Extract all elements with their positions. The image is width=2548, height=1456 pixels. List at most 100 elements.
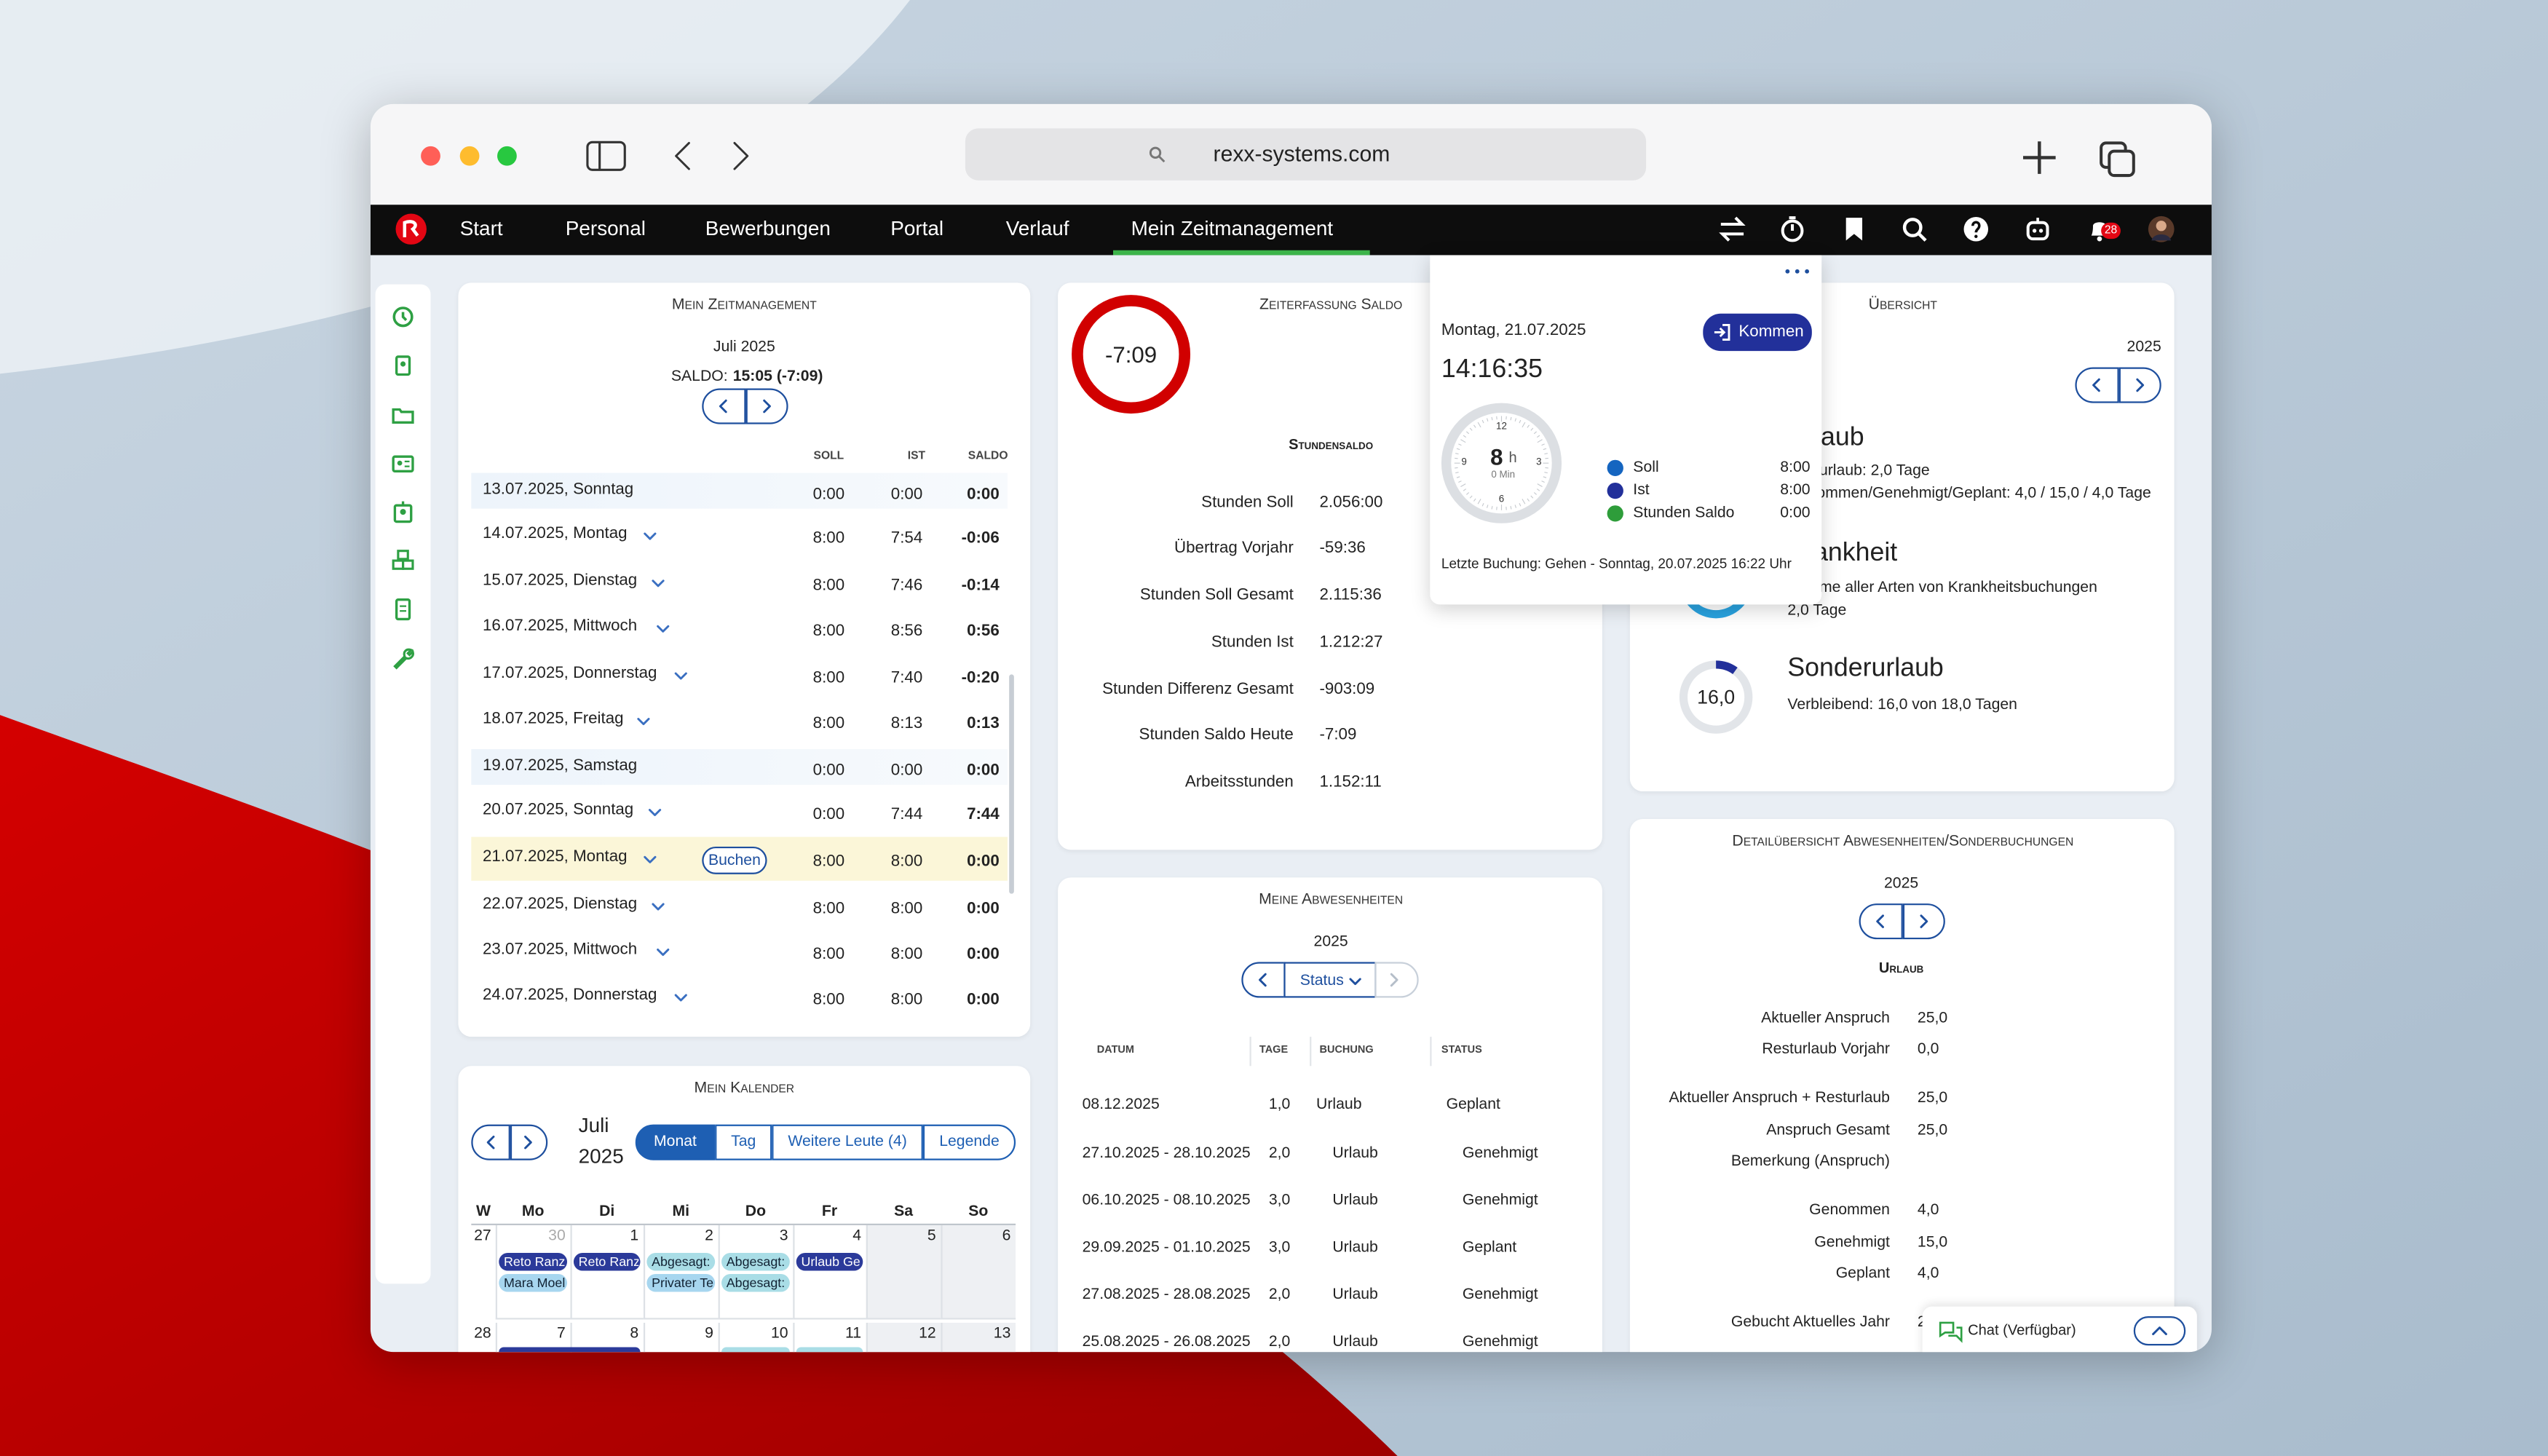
side-menu-icon[interactable]: [392, 646, 414, 670]
bot-icon[interactable]: [2025, 216, 2051, 242]
ist: 8:56: [890, 622, 923, 641]
event-label[interactable]: Reto Ranz: [578, 1255, 639, 1269]
side-menu-icon[interactable]: [392, 598, 414, 621]
next-button[interactable]: [745, 388, 788, 424]
saldo-value: 15:05 (-7:09): [732, 368, 823, 386]
expand-toggle[interactable]: [657, 625, 670, 633]
event-label[interactable]: Abgesagt:: [726, 1276, 786, 1290]
calendar-event[interactable]: [646, 1273, 716, 1292]
nav-item[interactable]: Verlauf: [1005, 217, 1069, 240]
side-menu-icon[interactable]: [392, 403, 414, 426]
expand-toggle[interactable]: [637, 718, 650, 726]
window-control[interactable]: [421, 146, 440, 166]
calendar-event[interactable]: [796, 1252, 863, 1271]
detail-label: Bemerkung (Anspruch): [1730, 1152, 1890, 1171]
calendar-tab[interactable]: [922, 1124, 1016, 1160]
new-tab[interactable]: [2022, 140, 2057, 175]
chat-toggle[interactable]: [2133, 1316, 2186, 1346]
column-header: IST: [907, 451, 926, 463]
chevron: [2092, 378, 2101, 392]
prev-button[interactable]: [1859, 903, 1902, 940]
expand-toggle[interactable]: [644, 532, 657, 540]
nav-item[interactable]: Portal: [890, 217, 944, 240]
scrollbar: [1009, 674, 1014, 894]
saldo-label: Arbeitsstunden: [1184, 773, 1294, 792]
expand-toggle[interactable]: [652, 903, 665, 911]
calendar-event[interactable]: [499, 1252, 568, 1271]
event-label[interactable]: Urlaub Ge: [801, 1255, 860, 1269]
window-control[interactable]: [497, 146, 517, 166]
calendar-tab-label[interactable]: Monat: [653, 1133, 697, 1151]
expand-toggle[interactable]: [657, 949, 670, 957]
calendar-tab[interactable]: [715, 1124, 772, 1160]
back-button[interactable]: [675, 141, 690, 170]
calendar-tab-label[interactable]: Legende: [939, 1133, 1000, 1151]
nav-item[interactable]: Start: [459, 217, 503, 240]
calendar-tab-label[interactable]: Tag: [731, 1133, 756, 1151]
prev-button[interactable]: [2075, 367, 2118, 403]
expand-toggle[interactable]: [674, 672, 687, 680]
calendar-event[interactable]: [573, 1252, 641, 1271]
saldo-value: -903:09: [1319, 681, 1375, 699]
side-menu-icon[interactable]: [392, 306, 414, 328]
calendar-event[interactable]: [721, 1252, 790, 1271]
next-button[interactable]: [1902, 903, 1945, 940]
prev-button[interactable]: [702, 388, 745, 424]
calendar-event[interactable]: [499, 1273, 568, 1292]
expand-toggle[interactable]: [674, 994, 687, 1002]
soll: 8:00: [812, 946, 845, 964]
overview-line: Verbleibend: 16,0 von 18,0 Tagen: [1787, 695, 2017, 714]
bookmark-icon[interactable]: [1841, 216, 1867, 242]
side-menu-icon[interactable]: [392, 355, 414, 377]
side-menu-icon[interactable]: [392, 500, 414, 523]
nav-item[interactable]: Bewerbungen: [705, 217, 831, 240]
event-label[interactable]: Mara Moel: [503, 1276, 566, 1290]
nav-item[interactable]: Personal: [565, 217, 646, 240]
expand-toggle[interactable]: [648, 809, 662, 817]
help-icon[interactable]: [1963, 216, 1989, 242]
event-label[interactable]: Reto Ranz: [503, 1255, 566, 1269]
event-label[interactable]: Privater Te: [652, 1276, 713, 1290]
buchen-button[interactable]: [702, 846, 767, 874]
timer-icon[interactable]: [1779, 216, 1805, 242]
year: 2025: [2126, 338, 2161, 357]
address-bar[interactable]: [965, 128, 1647, 181]
buchen-label[interactable]: Buchen: [708, 852, 761, 870]
weekday: Sa: [894, 1203, 914, 1221]
side-menu-icon[interactable]: [392, 549, 414, 571]
sidebar-toggle[interactable]: [586, 141, 626, 171]
soll: 8:00: [812, 669, 845, 688]
prev-button[interactable]: [471, 1124, 510, 1160]
kommen-label[interactable]: Kommen: [1738, 323, 1804, 341]
day-cell: [941, 1225, 1016, 1320]
chat-label[interactable]: Chat (Verfügbar): [1968, 1321, 2076, 1339]
expand-toggle[interactable]: [644, 855, 657, 863]
search-icon[interactable]: [1902, 216, 1928, 242]
calendar-event[interactable]: [646, 1252, 716, 1271]
avatar[interactable]: [2148, 215, 2175, 242]
switch-icon[interactable]: [1719, 216, 1746, 242]
calendar-tab[interactable]: [635, 1124, 716, 1160]
event-label[interactable]: Abgesagt:: [652, 1255, 711, 1269]
nav-item[interactable]: Mein Zeitmanagement: [1131, 217, 1334, 240]
calendar-event[interactable]: [721, 1273, 790, 1292]
detail-label: Genehmigt: [1814, 1233, 1890, 1252]
days: 2,0: [1268, 1286, 1291, 1304]
side-menu-icon[interactable]: [392, 452, 414, 475]
window-control[interactable]: [459, 146, 480, 166]
active-underline: [1113, 250, 1370, 256]
calendar-tab-label[interactable]: Weitere Leute (4): [788, 1133, 907, 1151]
saldo: 0:56: [967, 622, 1000, 641]
forward-button[interactable]: [733, 141, 749, 170]
tab-overview[interactable]: [2100, 141, 2135, 178]
logo[interactable]: [395, 213, 427, 245]
next-button[interactable]: [509, 1124, 548, 1160]
more-menu[interactable]: [1784, 266, 1811, 276]
soll: 8:00: [812, 852, 845, 871]
calendar-tab[interactable]: [772, 1124, 923, 1160]
event-label[interactable]: Abgesagt:: [726, 1255, 786, 1269]
status-filter-label[interactable]: Status: [1299, 972, 1344, 990]
next-button[interactable]: [2118, 367, 2161, 403]
expand-toggle[interactable]: [652, 579, 665, 587]
detail-label: Genommen: [1809, 1201, 1890, 1219]
